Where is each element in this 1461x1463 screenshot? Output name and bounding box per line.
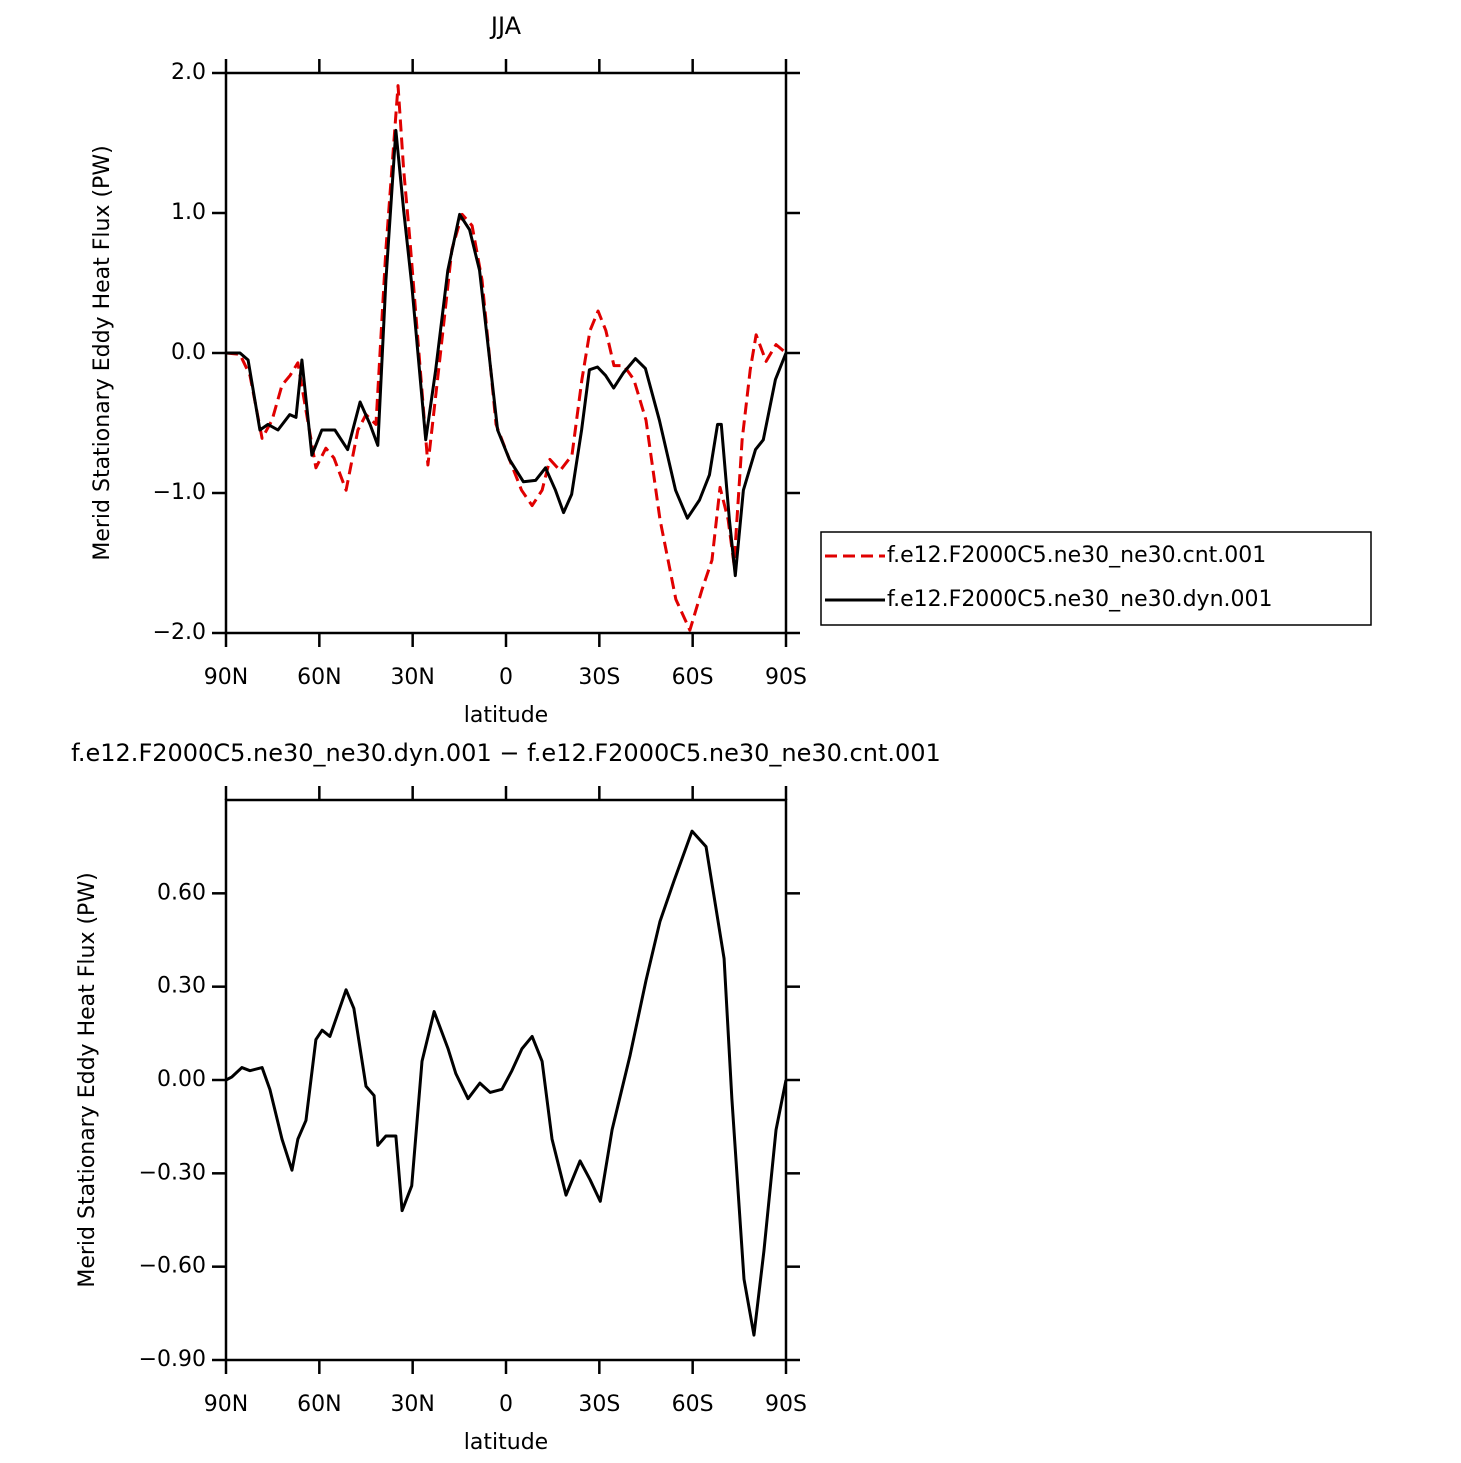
y-tick-label: 2.0 [171,60,206,85]
legend-box [820,531,1372,626]
plot-frame [224,71,788,635]
y-tick-label: −0.90 [139,1347,206,1372]
x-tick-label: 0 [499,1392,513,1417]
x-tick-label: 90N [204,1392,248,1417]
data-line [225,829,788,1337]
data-line [226,128,788,578]
y-tick-label: 0.0 [171,340,206,365]
x-tick-label: 90N [204,665,248,690]
x-tick-label: 30N [390,1392,434,1417]
y-tick-label: −2.0 [153,620,206,645]
y-tick-label: −0.60 [139,1254,206,1279]
x-tick-label: 30S [578,665,620,690]
x-axis-label: latitude [464,1430,548,1455]
x-tick-label: 90S [765,665,807,690]
chart-title: JJA [489,12,522,40]
chart-title: f.e12.F2000C5.ne30_ne30.dyn.001 − f.e12.… [71,739,941,767]
x-tick-label: 60S [672,1392,714,1417]
y-axis-label: Merid Stationary Eddy Heat Flux (PW) [90,145,115,560]
y-tick-label: 0.00 [157,1067,206,1092]
x-tick-label: 30S [578,1392,620,1417]
y-tick-label: 0.30 [157,974,206,999]
y-tick-label: −1.0 [153,480,206,505]
data-line [225,84,787,632]
x-tick-label: 90S [765,1392,807,1417]
plot-frame [224,798,788,1362]
legend-label: f.e12.F2000C5.ne30_ne30.dyn.001 [887,587,1273,612]
y-axis-label: Merid Stationary Eddy Heat Flux (PW) [75,872,100,1287]
y-tick-label: 0.60 [157,880,206,905]
x-tick-label: 60N [297,1392,341,1417]
x-tick-label: 60N [297,665,341,690]
x-axis-label: latitude [464,703,548,728]
y-tick-label: −0.30 [139,1160,206,1185]
y-tick-label: 1.0 [171,200,206,225]
legend-label: f.e12.F2000C5.ne30_ne30.cnt.001 [887,543,1266,568]
x-tick-label: 60S [672,665,714,690]
x-tick-label: 0 [499,665,513,690]
x-tick-label: 30N [390,665,434,690]
